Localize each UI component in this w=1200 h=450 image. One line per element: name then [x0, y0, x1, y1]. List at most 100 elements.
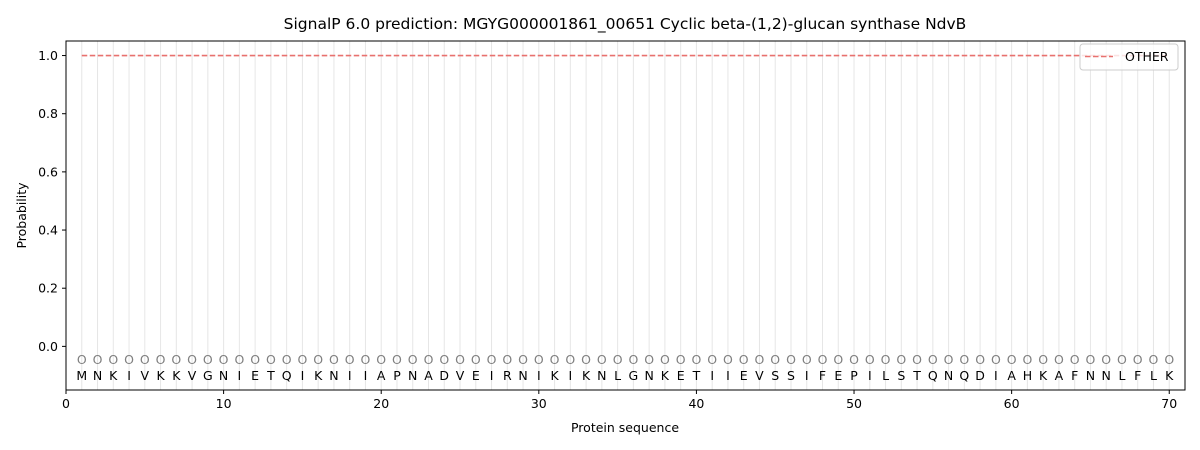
y-tick-label-0.0: 0.0 — [38, 339, 58, 354]
state-label-54: O — [912, 352, 922, 367]
residue-label-4: I — [127, 368, 131, 383]
y-tick-label-1.0: 1.0 — [38, 48, 58, 63]
residue-label-44: V — [755, 368, 764, 383]
residue-label-15: I — [301, 368, 305, 383]
state-label-60: O — [1007, 352, 1017, 367]
residue-label-33: K — [582, 368, 591, 383]
y-tick-label-0.2: 0.2 — [38, 281, 58, 296]
residue-label-53: S — [897, 368, 905, 383]
residue-label-17: N — [329, 368, 338, 383]
residue-label-5: V — [141, 368, 150, 383]
residue-label-63: A — [1055, 368, 1064, 383]
state-label-48: O — [818, 352, 828, 367]
residue-label-11: I — [238, 368, 242, 383]
residue-label-62: K — [1039, 368, 1048, 383]
state-label-18: O — [345, 352, 355, 367]
state-label-41: O — [707, 352, 717, 367]
residue-label-59: I — [994, 368, 998, 383]
residue-label-47: I — [805, 368, 809, 383]
residue-label-24: D — [439, 368, 449, 383]
residue-label-41: I — [710, 368, 714, 383]
x-tick-label-0: 0 — [62, 396, 70, 411]
state-label-23: O — [424, 352, 434, 367]
residue-label-39: E — [677, 368, 685, 383]
state-label-47: O — [802, 352, 812, 367]
x-tick-label-60: 60 — [1004, 396, 1020, 411]
residue-label-16: K — [314, 368, 323, 383]
state-label-49: O — [833, 352, 843, 367]
state-label-51: O — [865, 352, 875, 367]
state-label-24: O — [439, 352, 449, 367]
state-label-5: O — [140, 352, 150, 367]
state-label-28: O — [502, 352, 512, 367]
state-label-6: O — [156, 352, 166, 367]
residue-grid — [81, 41, 1170, 390]
residue-label-27: I — [490, 368, 494, 383]
residue-label-29: N — [518, 368, 527, 383]
state-label-39: O — [676, 352, 686, 367]
state-label-16: O — [313, 352, 323, 367]
residue-label-52: L — [882, 368, 889, 383]
residue-label-57: Q — [959, 368, 969, 383]
residue-label-69: L — [1150, 368, 1157, 383]
residue-label-35: L — [614, 368, 621, 383]
state-label-40: O — [692, 352, 702, 367]
y-tick-label-0.4: 0.4 — [38, 223, 58, 238]
residue-label-7: K — [172, 368, 181, 383]
state-label-45: O — [770, 352, 780, 367]
residue-label-23: A — [424, 368, 433, 383]
residue-label-13: T — [266, 368, 275, 383]
residue-label-43: E — [740, 368, 748, 383]
residue-label-56: N — [944, 368, 953, 383]
legend: OTHER — [1079, 43, 1179, 71]
state-label-56: O — [944, 352, 954, 367]
residue-label-20: A — [377, 368, 386, 383]
residue-label-1: M — [76, 368, 87, 383]
state-label-44: O — [755, 352, 765, 367]
state-label-10: O — [219, 352, 229, 367]
residue-label-58: D — [975, 368, 985, 383]
state-label-55: O — [928, 352, 938, 367]
state-label-22: O — [408, 352, 418, 367]
residue-label-67: L — [1118, 368, 1125, 383]
state-label-53: O — [896, 352, 906, 367]
y-axis-label: Probability — [14, 182, 29, 249]
state-label-63: O — [1054, 352, 1064, 367]
state-label-58: O — [975, 352, 985, 367]
state-label-19: O — [361, 352, 371, 367]
residue-label-37: N — [644, 368, 653, 383]
residue-label-64: F — [1071, 368, 1078, 383]
state-label-30: O — [534, 352, 544, 367]
state-label-31: O — [550, 352, 560, 367]
residue-label-12: E — [251, 368, 259, 383]
residue-label-48: F — [819, 368, 826, 383]
state-label-70: O — [1164, 352, 1174, 367]
chart-title: SignalP 6.0 prediction: MGYG000001861_00… — [284, 15, 967, 34]
state-label-1: O — [77, 352, 87, 367]
x-tick-label-40: 40 — [688, 396, 704, 411]
state-label-36: O — [628, 352, 638, 367]
state-label-59: O — [991, 352, 1001, 367]
residue-label-21: P — [393, 368, 401, 383]
y-axis: 0.0 0.2 0.4 0.6 0.8 1.0 — [38, 48, 66, 354]
legend-label-other: OTHER — [1125, 49, 1169, 64]
state-label-42: O — [723, 352, 733, 367]
y-tick-label-0.8: 0.8 — [38, 106, 58, 121]
state-label-62: O — [1038, 352, 1048, 367]
state-label-43: O — [739, 352, 749, 367]
state-label-21: O — [392, 352, 402, 367]
residue-label-40: T — [692, 368, 701, 383]
residue-label-6: K — [156, 368, 165, 383]
state-label-3: O — [108, 352, 118, 367]
residue-label-42: I — [726, 368, 730, 383]
state-label-20: O — [376, 352, 386, 367]
state-label-38: O — [660, 352, 670, 367]
state-label-12: O — [250, 352, 260, 367]
residue-label-2: N — [93, 368, 102, 383]
residue-label-65: N — [1086, 368, 1095, 383]
residue-label-26: E — [472, 368, 480, 383]
residue-label-70: K — [1165, 368, 1174, 383]
residue-label-34: N — [597, 368, 606, 383]
